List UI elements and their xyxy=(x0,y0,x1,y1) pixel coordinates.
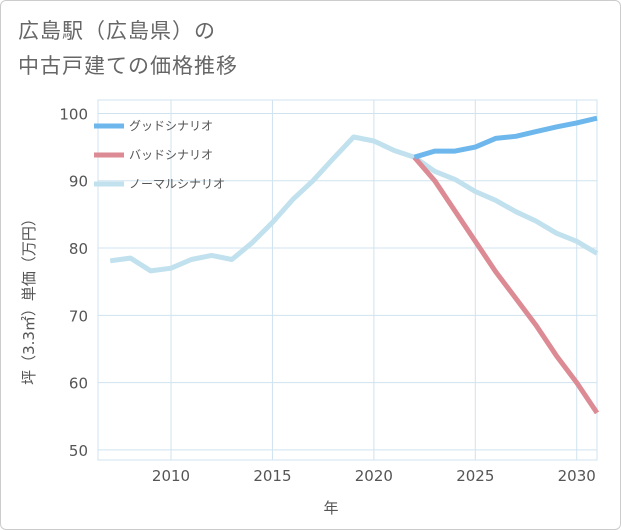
axes: 年 坪（3.3㎡）単価（万円） 50 60 70 80 90 100 2010 2015 202… xyxy=(20,105,596,517)
legend-label: グッドシナリオ xyxy=(129,119,213,133)
legend-item-normal: ノーマルシナリオ xyxy=(94,177,225,191)
y-tick-label: 100 xyxy=(59,105,88,123)
series-line-normal xyxy=(109,134,599,274)
y-axis-title: 坪（3.3㎡）単価（万円） xyxy=(20,211,38,385)
y-tick-label: 60 xyxy=(69,375,88,393)
y-tick-label: 70 xyxy=(69,307,88,325)
grid xyxy=(97,99,598,461)
y-tick-label: 90 xyxy=(69,173,88,191)
x-axis-title: 年 xyxy=(323,499,338,517)
legend-label: ノーマルシナリオ xyxy=(129,177,225,191)
series-line-good xyxy=(413,115,598,160)
series-lines xyxy=(109,115,600,415)
legend-label: バッドシナリオ xyxy=(129,148,213,162)
x-tick-label: 2015 xyxy=(253,467,291,485)
chart-title-line2: 中古戸建ての価格推移 xyxy=(18,54,238,78)
y-tick-label: 50 xyxy=(69,442,88,460)
chart-title: 広島駅（広島県）の 中古戸建ての価格推移 xyxy=(18,14,238,84)
y-tick-label: 80 xyxy=(69,240,88,258)
x-tick-label: 2030 xyxy=(558,467,596,485)
series-line-bad xyxy=(412,155,600,415)
legend-item-good: グッドシナリオ xyxy=(94,119,213,133)
x-tick-label: 2020 xyxy=(355,467,393,485)
x-tick-label: 2025 xyxy=(456,467,494,485)
x-tick-label: 2010 xyxy=(152,467,190,485)
legend-item-bad: バッドシナリオ xyxy=(94,148,213,162)
plot-area-border xyxy=(97,99,598,461)
chart-title-line1: 広島駅（広島県）の xyxy=(18,19,216,43)
